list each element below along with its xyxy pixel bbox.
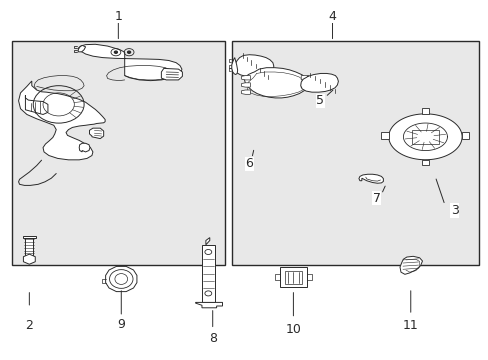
Text: 7: 7 (372, 192, 380, 204)
Polygon shape (279, 267, 306, 287)
Text: 9: 9 (117, 318, 125, 330)
Text: 2: 2 (25, 319, 33, 332)
Polygon shape (23, 254, 35, 264)
Text: 4: 4 (328, 10, 336, 23)
Polygon shape (241, 76, 250, 80)
Polygon shape (284, 271, 302, 284)
Text: 11: 11 (402, 319, 418, 332)
Polygon shape (381, 132, 388, 139)
Bar (12, 41, 224, 265)
Polygon shape (461, 132, 468, 139)
Polygon shape (202, 245, 215, 302)
Polygon shape (78, 44, 182, 81)
Polygon shape (234, 55, 273, 77)
Polygon shape (358, 174, 383, 183)
Text: 8: 8 (208, 332, 216, 345)
Polygon shape (244, 68, 307, 98)
Bar (232, 41, 478, 265)
Polygon shape (399, 256, 422, 274)
Polygon shape (25, 95, 48, 114)
Polygon shape (25, 238, 33, 259)
Polygon shape (411, 130, 438, 144)
Polygon shape (23, 236, 36, 238)
Text: 6: 6 (245, 157, 253, 170)
Polygon shape (89, 128, 103, 139)
Text: 1: 1 (114, 10, 122, 23)
Polygon shape (195, 302, 222, 308)
Polygon shape (301, 84, 309, 88)
Polygon shape (241, 90, 250, 94)
Text: 3: 3 (450, 204, 458, 217)
Circle shape (127, 51, 130, 53)
Polygon shape (388, 114, 461, 160)
Polygon shape (78, 45, 85, 52)
Polygon shape (421, 160, 428, 165)
Polygon shape (241, 83, 250, 87)
Polygon shape (205, 238, 209, 245)
Text: 10: 10 (285, 323, 301, 336)
Polygon shape (161, 68, 182, 80)
Polygon shape (300, 73, 338, 92)
Text: 5: 5 (316, 94, 324, 107)
Polygon shape (231, 58, 237, 75)
Polygon shape (19, 81, 105, 160)
Polygon shape (105, 266, 137, 292)
Circle shape (114, 51, 117, 53)
Polygon shape (79, 143, 90, 152)
Polygon shape (301, 76, 309, 80)
Polygon shape (421, 108, 428, 114)
